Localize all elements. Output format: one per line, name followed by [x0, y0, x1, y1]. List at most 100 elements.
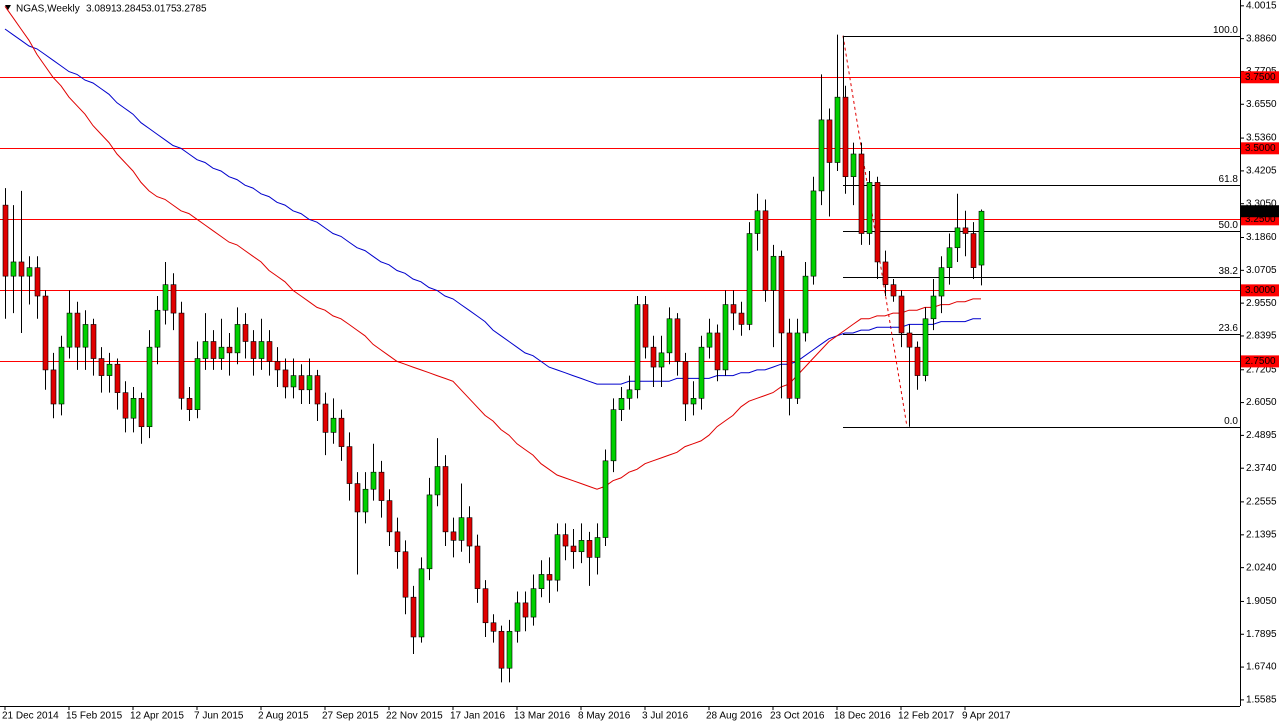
- candle-body: [522, 602, 529, 618]
- candle-body: [186, 398, 193, 410]
- candle-body: [154, 309, 161, 348]
- candle-body: [746, 233, 753, 325]
- chart-title: NGAS,Weekly: [16, 4, 80, 15]
- candle-body: [210, 341, 217, 359]
- candle-body: [242, 324, 249, 342]
- candle-body: [234, 324, 241, 354]
- candle-body: [498, 630, 505, 669]
- y-tick-label: 3.6550: [1246, 99, 1277, 110]
- y-tick-label: 2.2555: [1246, 497, 1277, 508]
- header-low: 3.0175: [146, 4, 177, 15]
- candle-body: [474, 545, 481, 589]
- candle-body: [466, 517, 473, 547]
- candle-body: [338, 417, 345, 447]
- candle-body: [114, 363, 121, 393]
- candle-body: [426, 494, 433, 570]
- candle-body: [850, 153, 857, 178]
- candle-body: [378, 471, 385, 501]
- x-tick-label: 15 Feb 2015: [66, 711, 123, 722]
- candle-body: [578, 540, 585, 553]
- x-tick-label: 8 May 2016: [578, 711, 631, 722]
- y-tick-label: 2.4895: [1246, 430, 1277, 441]
- x-tick-label: 3 Jul 2016: [642, 711, 689, 722]
- candle-body: [66, 312, 73, 348]
- candle-body: [178, 312, 185, 399]
- candle-body: [146, 346, 153, 428]
- candle-body: [330, 417, 337, 433]
- candle-body: [402, 551, 409, 598]
- candle-body: [906, 332, 913, 348]
- candle-body: [506, 630, 513, 669]
- candle-body: [610, 409, 617, 462]
- candle-body: [202, 341, 209, 359]
- moving-average: [4, 6, 981, 490]
- level-label: 3.2500: [1245, 214, 1276, 225]
- price-label: 3.2785: [1245, 206, 1276, 217]
- candle-body: [322, 403, 329, 433]
- candle-body: [226, 346, 233, 354]
- candle-body: [594, 537, 601, 558]
- candle-body: [10, 261, 17, 277]
- candle-body: [450, 531, 457, 541]
- candle-body: [418, 568, 425, 638]
- y-tick-label: 3.0705: [1246, 265, 1277, 276]
- candle-body: [858, 153, 865, 234]
- candle-body: [802, 275, 809, 334]
- candle-body: [58, 346, 65, 405]
- header-high: 3.2845: [116, 4, 147, 15]
- candle-body: [514, 602, 521, 632]
- candle-body: [938, 267, 945, 297]
- candle-body: [922, 318, 929, 376]
- candle-body: [82, 324, 89, 348]
- x-tick-label: 17 Jan 2016: [450, 711, 505, 722]
- y-tick-label: 3.1860: [1246, 232, 1277, 243]
- candle-body: [666, 318, 673, 354]
- candle-body: [170, 284, 177, 314]
- candle-body: [258, 341, 265, 359]
- y-tick-label: 3.5360: [1246, 133, 1277, 144]
- moving-average: [4, 28, 981, 385]
- x-tick-label: 12 Apr 2015: [130, 711, 184, 722]
- x-tick-label: 18 Dec 2016: [834, 711, 891, 722]
- candle-body: [826, 119, 833, 163]
- candle-body: [266, 341, 273, 362]
- candle-body: [586, 540, 593, 558]
- candle-body: [658, 352, 665, 368]
- y-tick-label: 2.1395: [1246, 529, 1277, 540]
- x-tick-label: 2 Aug 2015: [258, 711, 309, 722]
- y-tick-label: 3.8860: [1246, 33, 1277, 44]
- x-tick-label: 9 Apr 2017: [962, 711, 1011, 722]
- fib-label: 0.0: [1224, 416, 1238, 427]
- x-tick-label: 23 Oct 2016: [770, 711, 825, 722]
- candle-body: [650, 346, 657, 368]
- candle-body: [674, 318, 681, 362]
- candle-body: [762, 210, 769, 291]
- candle-body: [914, 346, 921, 376]
- candle-body: [290, 375, 297, 388]
- header-close: 3.2785: [176, 4, 207, 15]
- candle-body: [410, 596, 417, 638]
- candle-body: [362, 488, 369, 513]
- candle-body: [386, 500, 393, 533]
- candle-body: [282, 369, 289, 388]
- candle-body: [706, 332, 713, 348]
- candle-body: [546, 574, 553, 581]
- candle-body: [714, 332, 721, 371]
- candle-body: [818, 119, 825, 192]
- candle-body: [890, 284, 897, 297]
- candle-body: [554, 534, 561, 581]
- candle-body: [130, 398, 137, 419]
- candle-body: [754, 210, 761, 234]
- candle-body: [106, 363, 113, 376]
- price-tag: [1241, 205, 1279, 218]
- candle-body: [562, 534, 569, 547]
- candle-body: [394, 531, 401, 553]
- candle-body: [882, 261, 889, 285]
- candle-body: [770, 255, 777, 291]
- candle-body: [250, 341, 257, 359]
- candle-body: [954, 227, 961, 249]
- candle-body: [314, 375, 321, 405]
- candle-body: [778, 255, 785, 334]
- candle-body: [626, 389, 633, 399]
- candle-body: [74, 312, 81, 348]
